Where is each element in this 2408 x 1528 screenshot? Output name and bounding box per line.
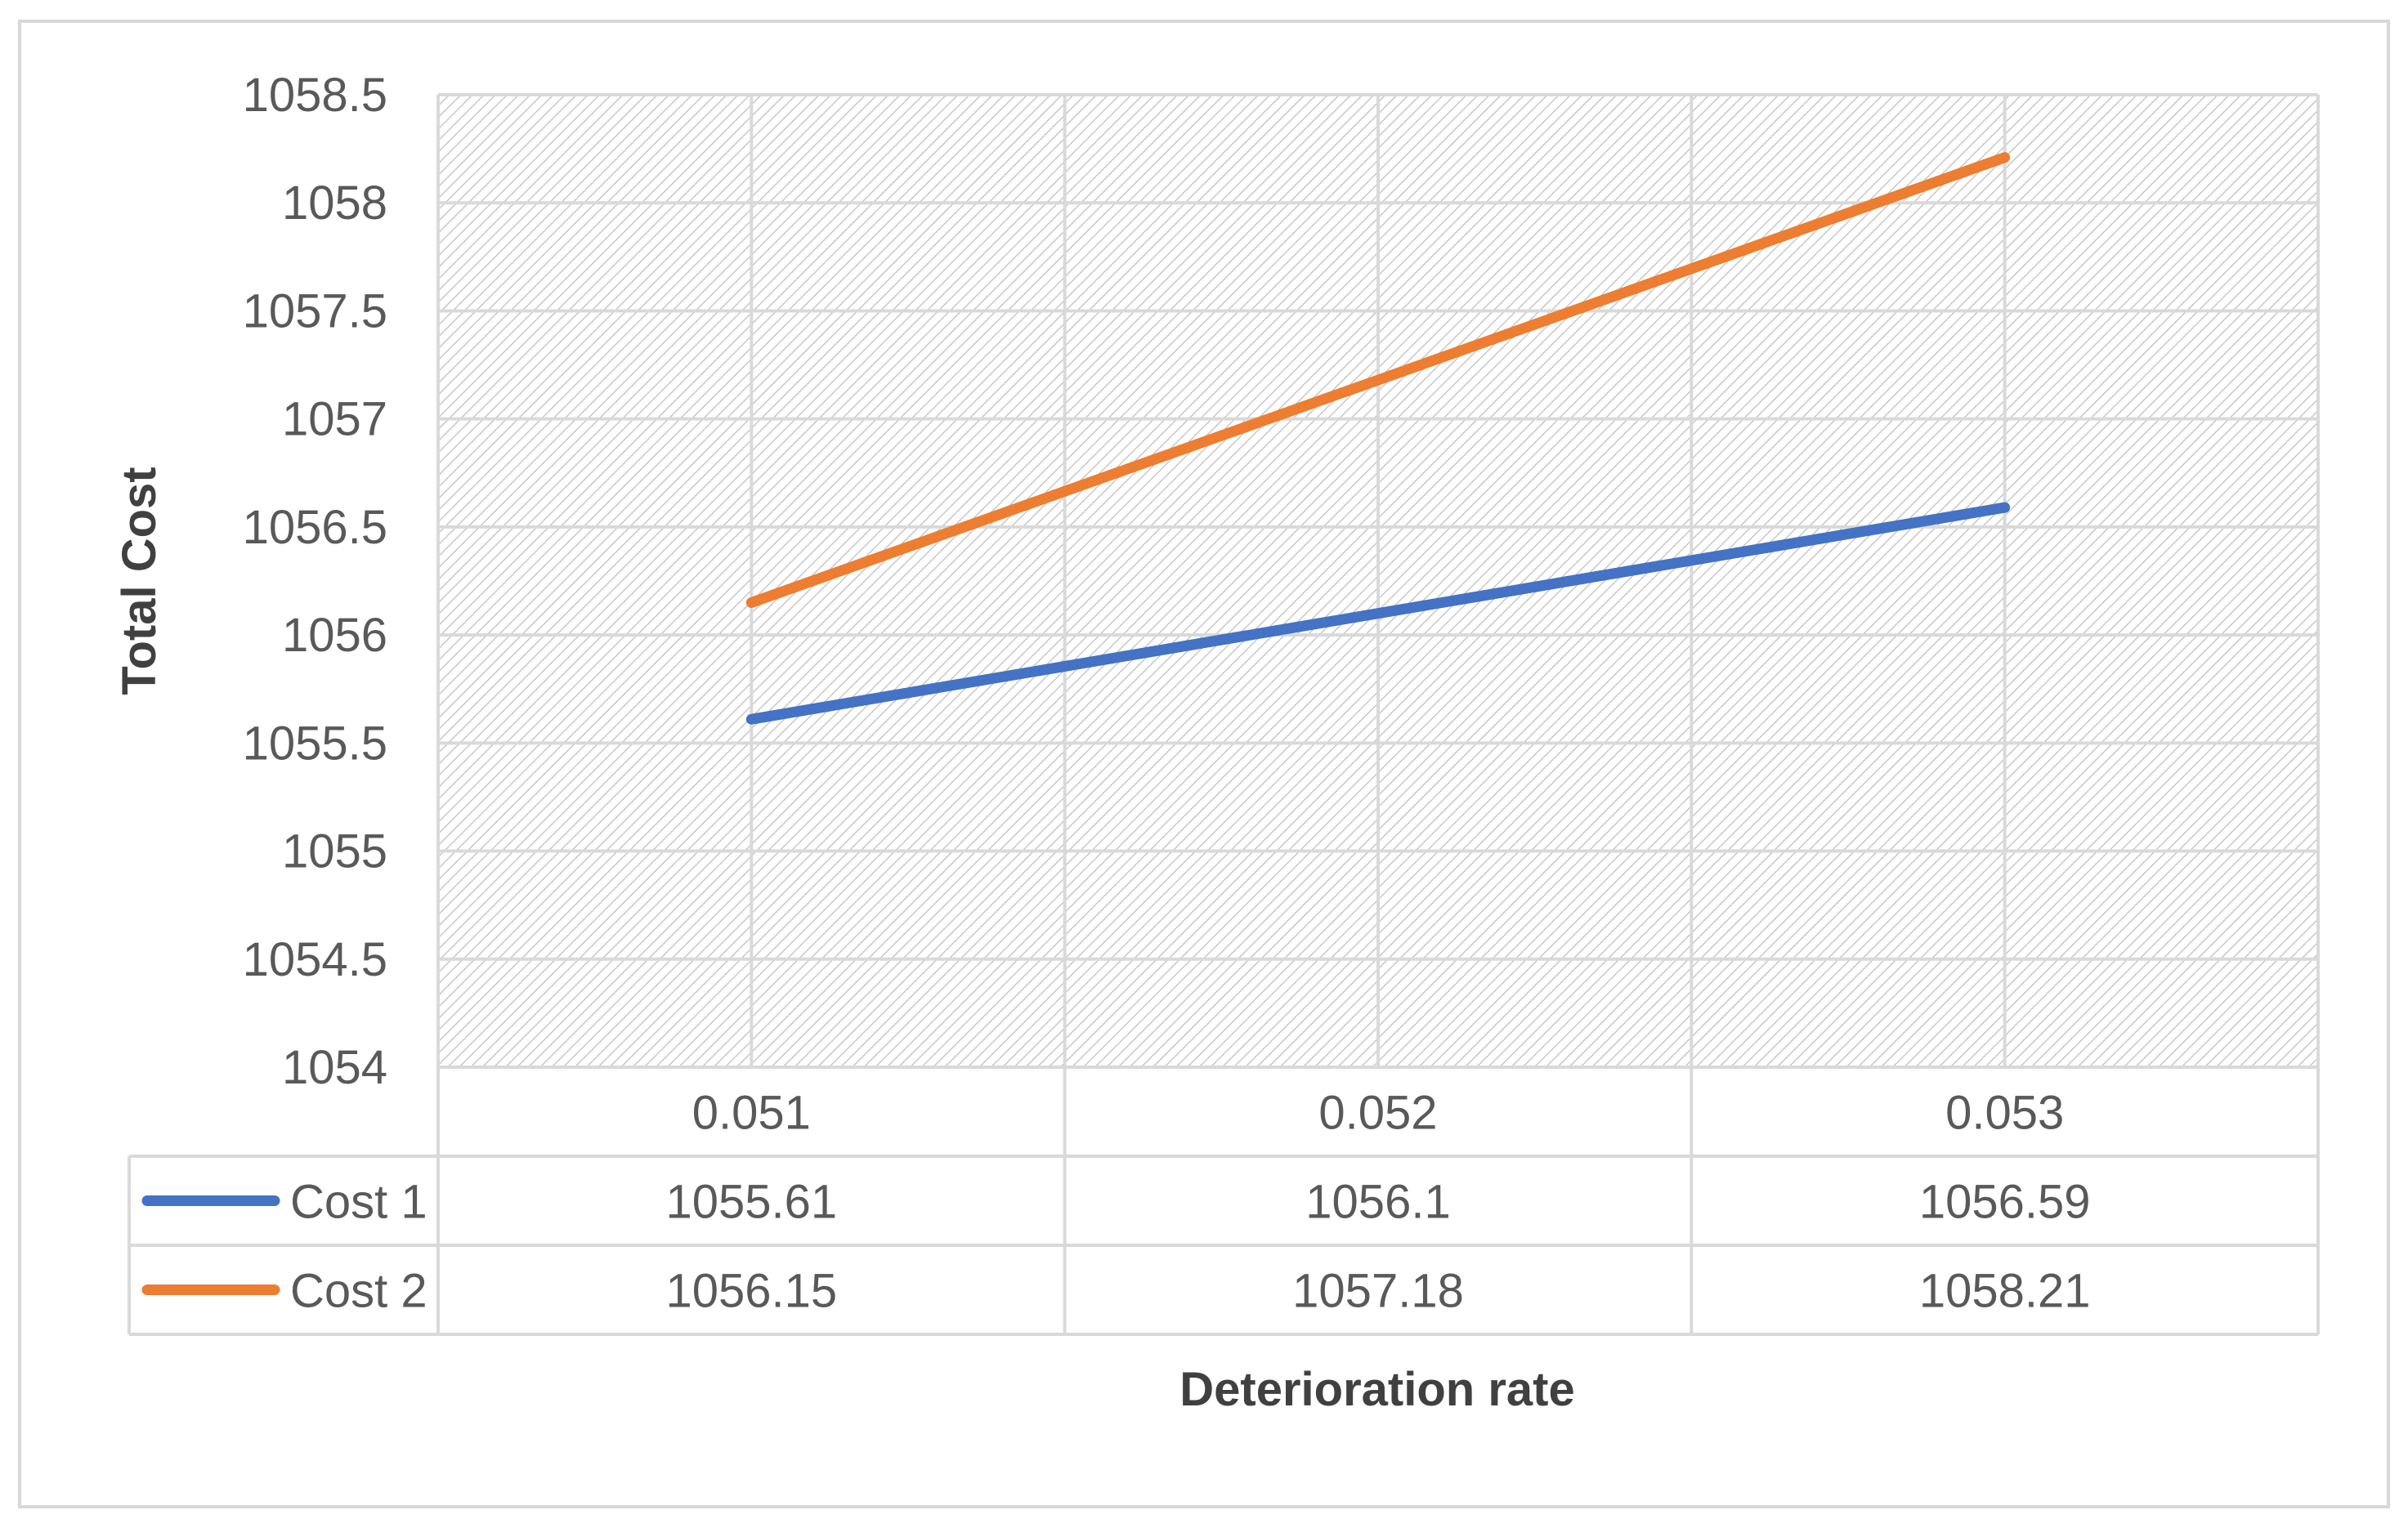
data-label: 1056.1 xyxy=(1305,1176,1450,1229)
data-table: 0.051 0.052 0.053 Cost 1 1055.61 1056.1 1056.5… xyxy=(128,1066,2320,1336)
series-lines xyxy=(745,152,2011,725)
y-tick-label: 1054 xyxy=(282,1041,387,1094)
y-tick-label: 1057.5 xyxy=(243,284,387,337)
data-label: 1055.61 xyxy=(666,1176,838,1229)
y-tick-label: 1056 xyxy=(282,609,387,662)
y-tick-label: 1056.5 xyxy=(243,501,387,554)
legend-label: Cost 1 xyxy=(290,1176,427,1229)
x-tick-label: 0.053 xyxy=(1945,1087,2064,1140)
y-tick-label: 1058.5 xyxy=(243,69,387,122)
y-axis-ticks: 1058.5 1058 1057.5 1057 1056.5 1056 1055.5 1055… xyxy=(243,69,387,1094)
series-line xyxy=(745,152,2011,608)
y-tick-label: 1055 xyxy=(282,825,387,878)
data-label: 1056.59 xyxy=(1919,1176,2091,1229)
y-tick-label: 1055.5 xyxy=(243,717,387,770)
data-label: 1058.21 xyxy=(1919,1265,2091,1318)
x-tick-label: 0.051 xyxy=(692,1087,811,1140)
y-axis-title: Total Cost xyxy=(113,467,166,695)
y-tick-label: 1058 xyxy=(282,176,387,230)
data-label: 1057.18 xyxy=(1292,1265,1464,1318)
data-label: 1056.15 xyxy=(666,1265,838,1318)
series-line xyxy=(745,502,2011,725)
x-tick-label: 0.052 xyxy=(1318,1087,1437,1140)
y-tick-label: 1057 xyxy=(282,393,387,446)
y-tick-label: 1054.5 xyxy=(243,933,387,986)
grid-lines xyxy=(436,93,2320,1069)
x-axis-title: Deterioration rate xyxy=(1179,1363,1574,1416)
legend-label: Cost 2 xyxy=(290,1265,427,1318)
